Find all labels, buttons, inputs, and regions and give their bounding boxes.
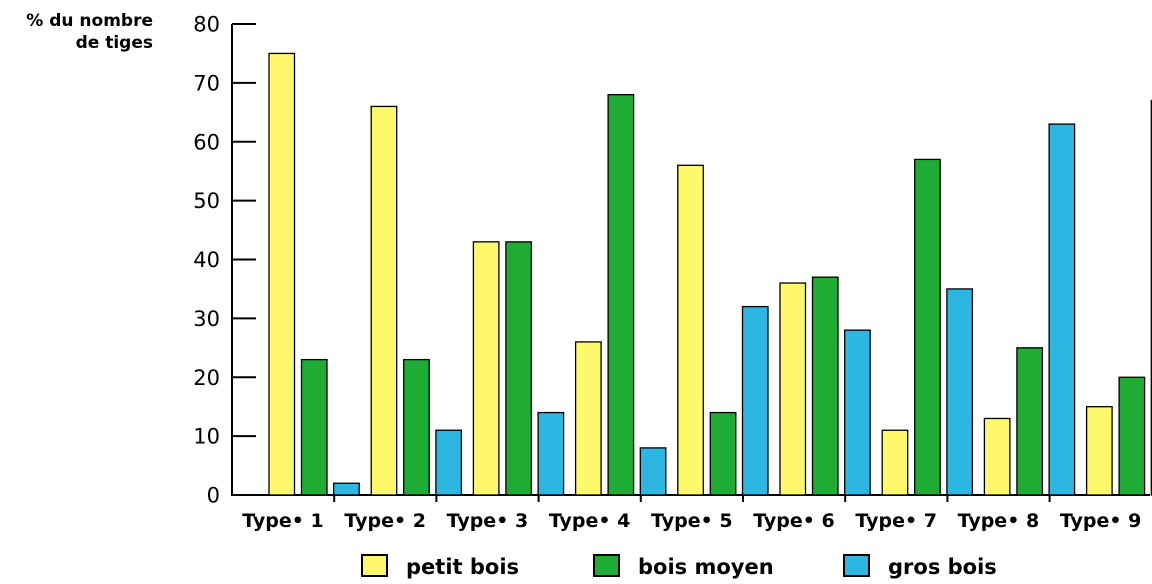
x-category-label: Type• 5 — [651, 510, 733, 532]
x-category-label: Type• 3 — [447, 510, 529, 532]
bar-petit-bois-3 — [472, 241, 500, 496]
legend-swatch-petit-bois — [361, 554, 388, 577]
bar-gros-bois-7 — [946, 288, 974, 496]
legend-swatch-gros-bois — [843, 554, 870, 577]
bar-petit-bois-1 — [268, 52, 296, 496]
bar-gros-bois-1 — [333, 482, 360, 496]
y-axis-label-line: % du nombre — [26, 11, 153, 31]
x-category-label: Type• 6 — [753, 510, 835, 532]
bar-bois-moyen-7 — [914, 158, 941, 496]
y-axis-label-line: de tiges — [76, 33, 153, 53]
x-category-label: Type• 4 — [549, 510, 631, 532]
bar-bois-moyen-4 — [607, 94, 635, 496]
bar-petit-bois-4 — [574, 341, 602, 496]
y-tick-label: 50 — [193, 189, 220, 213]
bars — [268, 52, 1152, 496]
y-tick-label: 20 — [193, 366, 220, 390]
bar-gros-bois-2 — [435, 429, 463, 496]
y-tick-label: 70 — [193, 71, 220, 95]
legend: petit bois bois moyen gros bois — [361, 554, 997, 579]
bar-bois-moyen-9 — [1118, 376, 1146, 496]
bar-petit-bois-9 — [1085, 406, 1113, 496]
bar-petit-bois-6 — [779, 282, 807, 496]
bar-bois-moyen-2 — [403, 358, 430, 496]
x-category-label: Type• 1 — [242, 510, 324, 532]
x-axis-categories: Type• 1 Type• 2 Type• 3 Type• 4 Type• 5 Type•… — [242, 510, 1141, 532]
legend-label-petit-bois: petit bois — [406, 555, 519, 579]
bar-gros-bois-4 — [639, 447, 667, 496]
bar-gros-bois-5 — [741, 305, 769, 496]
bar-petit-bois-2 — [370, 105, 398, 496]
bar-petit-bois-8 — [983, 417, 1011, 496]
bar-gros-bois-6 — [844, 329, 871, 496]
bar-bois-moyen-8 — [1016, 347, 1044, 496]
y-tick-label: 40 — [193, 248, 220, 272]
x-category-label: Type• 2 — [344, 510, 426, 532]
y-tick-label: 10 — [193, 425, 220, 449]
bar-petit-bois-5 — [677, 164, 704, 496]
y-tick-label: 0 — [207, 484, 220, 508]
x-category-label: Type• 9 — [1060, 510, 1142, 532]
bar-gros-bois-8 — [1048, 123, 1076, 496]
legend-label-gros-bois: gros bois — [888, 555, 997, 579]
bar-bois-moyen-1 — [300, 358, 328, 496]
legend-label-bois-moyen: bois moyen — [638, 555, 774, 579]
bar-bois-moyen-5 — [709, 411, 737, 496]
x-category-label: Type• 8 — [958, 510, 1040, 532]
y-tick-label: 80 — [193, 13, 220, 37]
legend-swatch-bois-moyen — [593, 554, 620, 577]
bar-gros-bois-3 — [537, 411, 565, 496]
y-axis-ticks: 0 10 20 30 40 50 60 70 80 — [193, 13, 256, 508]
y-tick-label: 60 — [193, 130, 220, 154]
bar-petit-bois-7 — [881, 429, 909, 496]
y-tick-label: 30 — [193, 307, 220, 331]
x-category-label: Type• 7 — [855, 510, 937, 532]
bar-bois-moyen-6 — [811, 276, 839, 496]
bar-bois-moyen-3 — [505, 241, 533, 496]
